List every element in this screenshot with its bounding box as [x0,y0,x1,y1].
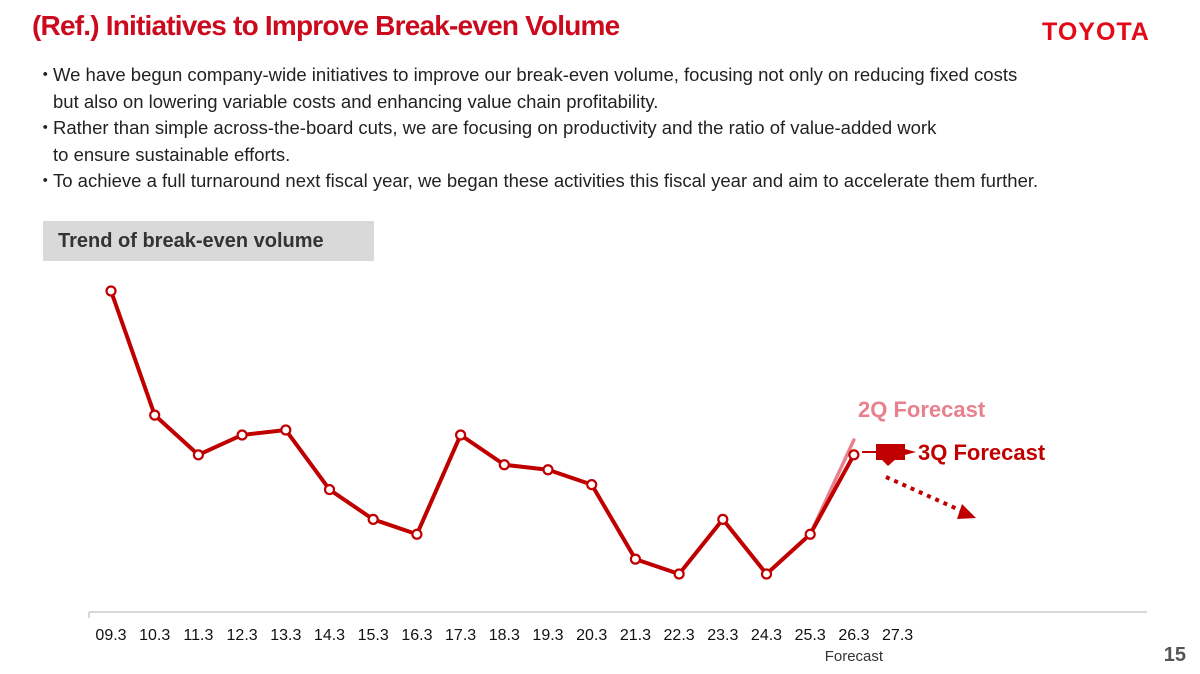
page-number: 15 [1163,644,1186,666]
bullet-item: ・We have begun company-wide initiatives … [36,62,1196,115]
bullet-text-continued: but also on lowering variable costs and … [53,90,659,112]
bullet-text-continued: to ensure sustainable efforts. [53,143,291,165]
data-point [149,409,161,421]
annotation-3q-arrow-head [880,458,897,466]
data-point [848,449,860,461]
bullet-list: ・We have begun company-wide initiatives … [36,62,1196,195]
data-point [280,424,292,436]
x-tick-label: 13.3 [270,627,301,644]
forecast-sublabel: Forecast [825,648,884,665]
x-tick-label: 27.3 [882,627,913,644]
series-line-break-even [109,289,856,576]
data-point [717,513,729,525]
x-tick-label: 18.3 [489,627,520,644]
x-tick-label: 24.3 [751,627,782,644]
x-tick-label: 25.3 [795,627,826,644]
x-tick-label: 14.3 [314,627,345,644]
data-point [629,553,642,565]
x-tick-label: 23.3 [707,627,738,644]
bullet-mark: ・ [36,170,55,191]
data-point [236,429,248,441]
projection-dotted-arrow [885,475,965,514]
data-point [804,528,816,540]
x-tick-label: 15.3 [358,627,389,644]
annotation-3q-forecast: 3Q Forecast [918,440,1046,465]
bullet-text: To achieve a full turnaround next fiscal… [53,170,1039,191]
data-point [455,429,467,441]
data-point [105,285,117,297]
chart-section-label: Trend of break-even volume [43,221,374,261]
bullet-text: Rather than simple across-the-board cuts… [53,117,937,138]
annotation-3q-arrow [876,444,916,460]
x-tick-label: 17.3 [445,627,476,644]
x-tick-label: 26.3 [838,627,869,644]
bullet-mark: ・ [36,117,55,138]
bullet-mark: ・ [36,64,55,85]
x-tick-label: 11.3 [183,627,213,644]
x-tick-label: 09.3 [95,627,126,644]
x-tick-label: 12.3 [227,627,258,644]
x-tick-label: 10.3 [139,627,170,644]
toyota-logo: TOYOTA [1042,18,1150,46]
data-point [673,568,685,580]
data-point [498,459,510,471]
x-tick-label: 22.3 [664,627,695,644]
bullet-item: ・To achieve a full turnaround next fisca… [36,168,1196,195]
bullet-text: We have begun company-wide initiatives t… [53,64,1018,85]
series-line-2q-forecast [764,438,856,576]
data-point [323,483,336,496]
x-tick-label: 16.3 [401,627,432,644]
data-point [542,464,554,476]
annotation-2q-forecast: 2Q Forecast [858,397,986,422]
bullet-item: ・Rather than simple across-the-board cut… [36,115,1196,168]
x-tick-label: 19.3 [532,627,563,644]
projection-arrow-head [957,504,976,519]
page-title: (Ref.) Initiatives to Improve Break-even… [32,10,620,41]
x-tick-label: 21.3 [620,627,651,644]
data-point [411,528,423,540]
x-tick-label: 20.3 [576,627,607,644]
data-point [586,479,598,491]
data-point [192,449,204,461]
data-point [367,513,379,525]
data-point [760,568,773,580]
